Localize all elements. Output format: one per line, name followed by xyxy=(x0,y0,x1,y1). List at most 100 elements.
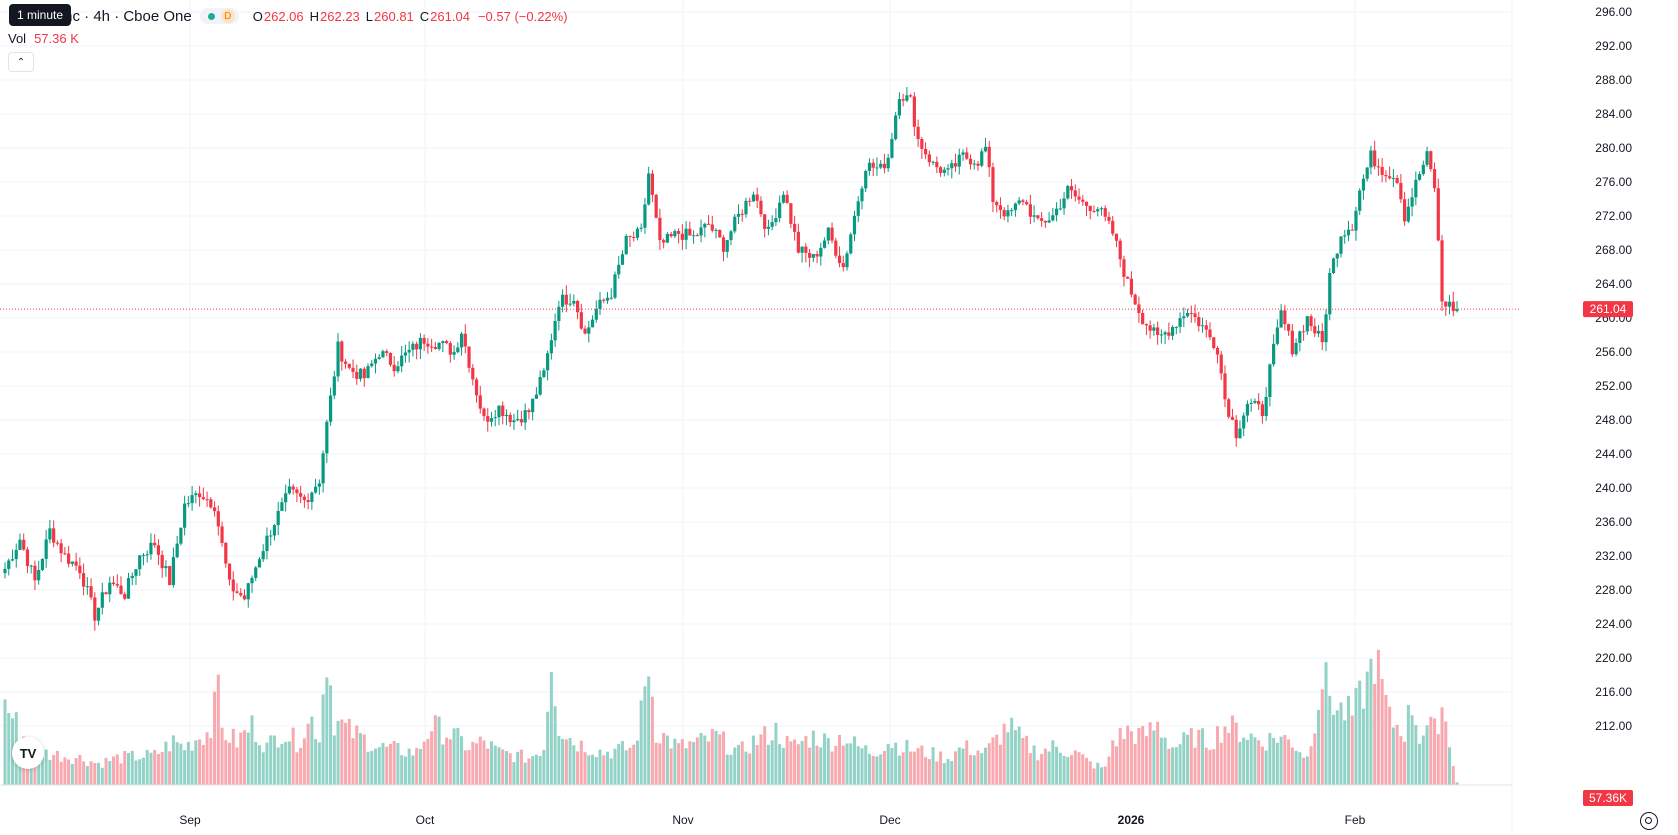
volume-bar xyxy=(1025,735,1029,785)
legend-collapse-button[interactable]: ⌃ xyxy=(8,52,34,72)
volume-bar xyxy=(228,742,232,785)
volume-bar xyxy=(198,739,202,785)
candle xyxy=(96,607,101,621)
candle xyxy=(70,561,74,564)
tradingview-logo-icon[interactable]: TV xyxy=(12,737,44,769)
price-tick-label: 220.00 xyxy=(1595,651,1632,665)
volume-bar xyxy=(733,747,737,785)
time-tick-label: Dec xyxy=(879,813,900,827)
candle xyxy=(508,414,512,423)
volume-bar xyxy=(160,751,164,785)
candle xyxy=(628,235,632,237)
volume-bar xyxy=(138,759,142,785)
candle xyxy=(227,563,232,580)
volume-bar xyxy=(164,741,168,785)
volume-bar xyxy=(954,751,958,785)
candle xyxy=(1170,327,1175,336)
candle xyxy=(407,349,411,353)
candle xyxy=(340,341,344,362)
volume-bar xyxy=(815,745,819,785)
candle xyxy=(224,542,228,564)
volume-bar xyxy=(306,723,310,785)
volume-bar xyxy=(220,727,224,785)
volume-bar xyxy=(1126,725,1130,785)
volume-bar xyxy=(396,742,400,785)
chevron-up-icon: ⌃ xyxy=(16,56,26,68)
volume-bar xyxy=(1051,740,1055,785)
candle xyxy=(1223,373,1227,400)
volume-bar xyxy=(744,751,748,785)
volume-bar xyxy=(231,728,235,785)
candle xyxy=(811,254,815,258)
candle xyxy=(145,554,149,556)
volume-bar xyxy=(1283,735,1287,785)
candle xyxy=(239,592,243,596)
volume-bar xyxy=(1279,736,1283,785)
candle xyxy=(1343,235,1347,237)
price-tick-label: 236.00 xyxy=(1595,515,1632,529)
candle xyxy=(793,223,797,232)
volume-bar xyxy=(261,752,265,785)
candle xyxy=(759,200,763,215)
candle xyxy=(845,253,849,268)
candle xyxy=(7,560,11,569)
candle xyxy=(1092,210,1096,212)
settings-gear-icon[interactable] xyxy=(1640,812,1658,830)
volume-bar xyxy=(1309,746,1313,785)
volume-bar xyxy=(257,745,261,785)
symbol-title[interactable]: Inc · 4h · Cboe One xyxy=(60,7,192,25)
candle xyxy=(534,394,539,399)
volume-bar xyxy=(1092,768,1096,785)
volume-bar xyxy=(856,746,860,785)
candle xyxy=(141,555,146,557)
candle xyxy=(968,158,973,165)
candle xyxy=(1436,188,1440,241)
candle xyxy=(347,363,351,368)
candle xyxy=(1313,326,1317,334)
volume-bar xyxy=(1455,782,1459,785)
candle xyxy=(93,597,97,621)
candle xyxy=(785,194,789,204)
candle xyxy=(923,148,928,155)
close-label: C xyxy=(419,8,430,24)
market-status[interactable]: D xyxy=(199,8,239,24)
volume-bar xyxy=(224,740,228,785)
candle xyxy=(729,231,733,241)
candle xyxy=(175,543,179,558)
volume-bar xyxy=(969,754,973,785)
volume-bar xyxy=(516,751,520,785)
volume-bar xyxy=(392,741,396,785)
volume-bar xyxy=(677,743,681,785)
candle xyxy=(602,299,606,301)
candle xyxy=(362,368,366,379)
candle xyxy=(504,414,509,417)
candle xyxy=(149,542,153,555)
candle xyxy=(564,294,568,305)
volume-bar xyxy=(905,739,909,785)
volume-bar xyxy=(957,747,961,785)
candle xyxy=(366,366,370,379)
volume-bar xyxy=(1114,746,1118,785)
volume-bar xyxy=(845,743,849,785)
volume-bar xyxy=(497,747,501,785)
volume-bar xyxy=(385,746,389,785)
volume-bar xyxy=(504,751,508,785)
candle xyxy=(834,240,838,256)
volume-bar xyxy=(1448,747,1452,785)
volume-bar xyxy=(796,744,800,785)
price-tick-label: 256.00 xyxy=(1595,345,1632,359)
volume-bar xyxy=(1073,750,1077,785)
volume-bar xyxy=(243,730,247,785)
candle xyxy=(501,405,505,417)
volume-bar xyxy=(1148,722,1152,785)
candle xyxy=(695,235,699,237)
candle xyxy=(1376,166,1381,168)
volume-bar xyxy=(931,747,935,785)
volume-bar xyxy=(1021,737,1025,785)
volume-bar xyxy=(665,735,669,785)
volume-bar xyxy=(321,694,325,785)
candle xyxy=(796,231,800,253)
candle xyxy=(1432,169,1437,189)
candle xyxy=(860,188,864,202)
